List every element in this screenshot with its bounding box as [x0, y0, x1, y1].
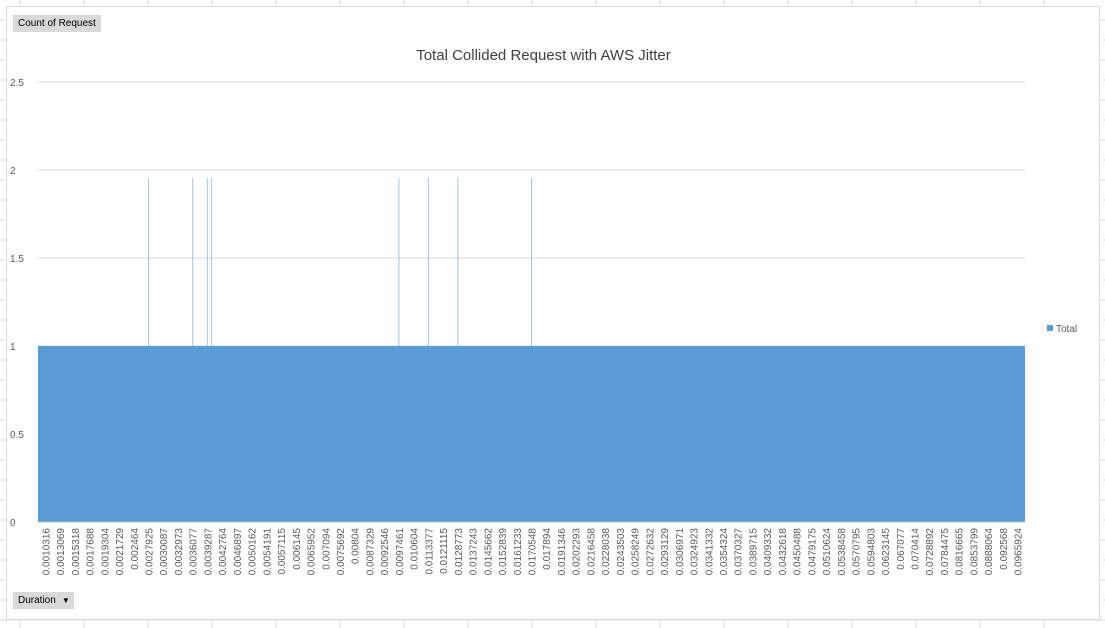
x-tick-label: 0.0097461: [395, 528, 406, 576]
x-tick-label: 0.007094: [321, 528, 332, 570]
x-tick-label: 0.0065952: [307, 528, 318, 576]
x-tick-label: 0.0113377: [424, 528, 435, 575]
legend-swatch: [1047, 325, 1053, 331]
x-tick-label: 0.0243503: [616, 528, 627, 576]
x-tick-label: 0.0092546: [380, 528, 391, 576]
axis-field-label: Duration: [18, 595, 56, 606]
x-tick-label: 0.0050162: [248, 528, 259, 576]
x-tick-label: 0.0137243: [469, 528, 480, 576]
y-tick-label: 1.5: [10, 254, 24, 265]
x-tick-label: 0.0450488: [793, 528, 804, 576]
x-tick-label: 0.0324923: [690, 528, 701, 576]
x-tick-label: 0.0015318: [71, 528, 82, 576]
x-tick-label: 0.0075692: [336, 528, 347, 576]
legend-label: Total: [1056, 324, 1077, 335]
x-tick-label: 0.0032973: [174, 528, 185, 576]
x-tick-label: 0.0170548: [528, 528, 539, 576]
x-tick-label: 0.092568: [999, 528, 1010, 570]
x-tick-label: 0.010604: [410, 528, 421, 570]
x-tick-label: 0.0057115: [277, 528, 288, 575]
x-tick-label: 0.0013069: [56, 528, 67, 576]
x-tick-label: 0.0432618: [778, 528, 789, 576]
value-field-button[interactable]: Count of Request: [13, 15, 101, 32]
x-tick-label: 0.067077: [896, 528, 907, 570]
x-tick-label: 0.0510624: [822, 528, 833, 576]
x-tick-label: 0.0039287: [203, 528, 214, 576]
x-tick-label: 0.0054191: [262, 528, 273, 576]
x-tick-label: 0.0784475: [940, 528, 951, 576]
x-tick-label: 0.0853799: [969, 528, 980, 576]
x-tick-label: 0.0019304: [100, 528, 111, 576]
dropdown-arrow-icon[interactable]: ▼: [61, 596, 70, 605]
y-tick-label: 1: [10, 342, 16, 353]
x-tick-label: 0.0030087: [159, 528, 170, 576]
x-tick-label: 0.0017688: [86, 528, 97, 576]
series-area-total: [38, 346, 1025, 522]
x-tick-label: 0.0538458: [837, 528, 848, 576]
x-tick-label: 0.0087329: [366, 528, 377, 576]
x-tick-label: 0.0354324: [719, 528, 730, 576]
x-tick-label: 0.0479175: [807, 528, 818, 576]
x-tick-label: 0.0370327: [734, 528, 745, 576]
x-tick-label: 0.0010316: [41, 528, 52, 576]
x-tick-label: 0.0965924: [1014, 528, 1025, 576]
x-tick-label: 0.0027925: [145, 528, 156, 576]
x-tick-label: 0.017894: [542, 528, 553, 570]
x-tick-label: 0.0816665: [955, 528, 966, 576]
x-tick-label: 0.0389715: [749, 528, 760, 576]
x-tick-label: 0.0888064: [984, 528, 995, 576]
chart-title: Total Collided Request with AWS Jitter: [416, 47, 671, 64]
x-tick-label: 0.0191346: [557, 528, 568, 576]
x-tick-label: 0.002464: [130, 528, 141, 570]
x-tick-label: 0.0341332: [704, 528, 715, 576]
x-tick-label: 0.070414: [911, 528, 922, 570]
x-tick-label: 0.0594803: [866, 528, 877, 576]
x-tick-label: 0.0046897: [233, 528, 244, 576]
x-tick-label: 0.0306971: [675, 528, 686, 576]
x-tick-label: 0.0036077: [189, 528, 200, 576]
x-tick-label: 0.0042764: [218, 528, 229, 576]
x-tick-label: 0.0216458: [586, 528, 597, 576]
y-tick-label: 2: [10, 166, 16, 177]
x-tick-label: 0.0409332: [763, 528, 774, 576]
value-field-label: Count of Request: [18, 18, 96, 29]
axis-field-button[interactable]: Duration ▼: [13, 592, 74, 609]
x-tick-label: 0.0258249: [631, 528, 642, 576]
x-tick-label: 0.0623145: [881, 528, 892, 576]
y-tick-label: 0.5: [10, 430, 24, 441]
x-tick-label: 0.0202293: [572, 528, 583, 576]
x-tick-label: 0.0272632: [645, 528, 656, 576]
y-tick-label: 2.5: [10, 78, 24, 89]
y-tick-label: 0: [10, 518, 16, 529]
x-tick-label: 0.0152839: [498, 528, 509, 576]
x-tick-label: 0.0570795: [852, 528, 863, 576]
x-tick-label: 0.0021729: [115, 528, 126, 576]
x-tick-label: 0.0293129: [660, 528, 671, 576]
x-tick-label: 0.00804: [351, 528, 362, 565]
x-tick-label: 0.0228038: [601, 528, 612, 576]
x-tick-label: 0.006145: [292, 528, 303, 570]
x-tick-label: 0.0161233: [513, 528, 524, 576]
x-tick-label: 0.0121115: [439, 528, 450, 574]
x-tick-label: 0.0128773: [454, 528, 465, 576]
x-tick-label: 0.0145662: [483, 528, 494, 576]
x-tick-label: 0.0728892: [925, 528, 936, 576]
